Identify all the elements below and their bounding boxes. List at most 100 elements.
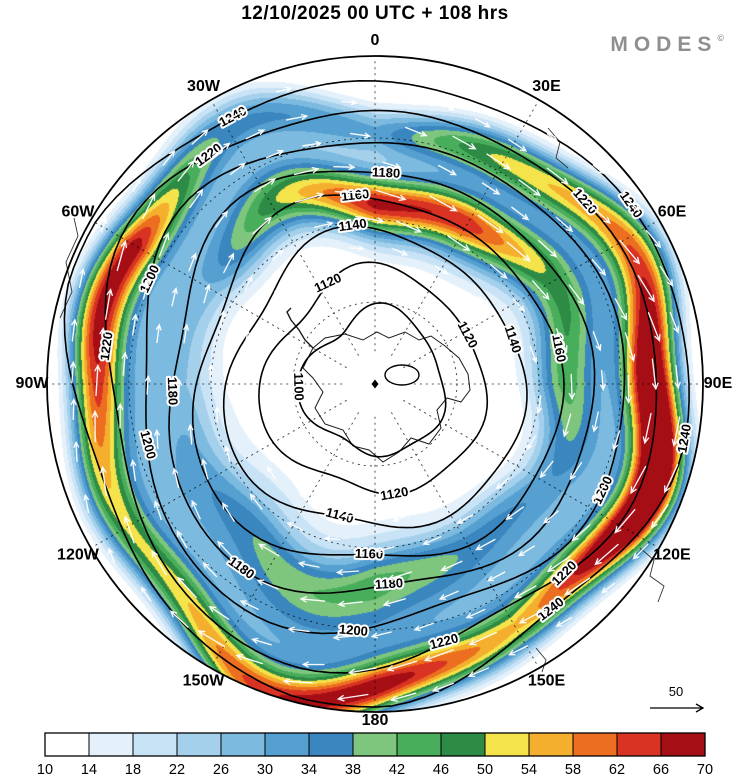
wind-arrow [513,585,537,599]
coastline-fragment [59,217,79,319]
wind-arrow [191,129,209,145]
height-contour [258,261,489,496]
longitude-label: 30E [532,78,561,95]
wind-arrow [632,543,649,560]
wind-arrow [536,395,542,415]
wind-arrow [642,412,652,445]
wind-arrow [298,492,312,501]
wind-arrow [532,280,550,301]
height-contour [168,170,596,594]
wind-arrow [614,298,628,321]
wind-arrow [473,465,484,475]
wind-arrow [527,435,536,451]
contour-label: 1180 [374,575,403,592]
contour-label: 1180 [372,164,401,180]
wind-arrow [99,465,107,497]
coastlines [59,127,665,673]
height-contours [63,80,690,708]
wind-arrow [487,571,506,582]
antarctica-coastline [302,331,471,463]
wind-arrow [431,682,454,692]
wind-arrow [674,364,681,390]
wind-arrow [314,221,334,228]
wind-arrow [176,530,188,549]
wind-arrow [336,693,369,702]
contour-label: 1120 [379,484,409,504]
wind-arrow [625,197,640,212]
wind-arrow [422,536,442,545]
wind-arrow [637,274,655,303]
wind-arrows [70,86,681,702]
wind-arrow [214,406,220,423]
wind-arrow [83,493,90,514]
height-contour [222,225,528,529]
wind-arrow [539,460,554,479]
wind-arrow [153,500,162,521]
wind-arrow [456,514,474,524]
wind-arrow [172,467,180,488]
wind-arrow [489,263,508,279]
wind-arrow [187,423,194,445]
wind-arrow [70,360,77,384]
wind-arrow [508,138,528,152]
latitude-gridline [210,219,540,549]
wind-arrow [386,660,418,672]
longitude-label: 150W [183,672,226,689]
colorbar-tick-label: 62 [609,762,625,778]
wind-arrow [208,363,214,381]
coastline-fragment [547,127,569,169]
wind-arrow [370,631,392,639]
wind-arrow [249,493,263,510]
wind-arrow [587,201,611,224]
wind-arrow [302,141,323,147]
wind-arrow [347,667,377,676]
wind-arrow [355,215,385,224]
wind-arrow [619,239,641,265]
wind-arrow [571,524,591,542]
wind-arrow [285,113,309,121]
wind-arrow [529,345,538,364]
antarctic-peninsula-coastline [286,307,314,349]
colorbar-tick-label: 66 [653,762,669,778]
meridian-gridline [403,400,658,548]
colorbar-frame [44,732,706,757]
colorbar-cell [220,732,266,757]
graticule [48,57,702,711]
longitude-label: 120E [653,547,691,564]
colorbar-cell [88,732,134,757]
wind-arrow [245,129,266,140]
colorbar-tick-label: 46 [433,762,449,778]
contour-label: 1220 [570,185,600,217]
colorbar-tick-label: 18 [125,762,141,778]
height-contour [297,302,447,458]
longitude-label: 0 [371,32,380,49]
wind-arrow [397,95,411,101]
wind-arrow [543,510,559,524]
wind-arrow [121,351,128,376]
wind-arrow [612,430,621,451]
longitude-label: 90W [16,375,50,392]
wind-arrow [568,373,576,401]
wind-arrow [382,161,402,169]
wind-arrow [429,498,442,505]
colorbar-cell [616,732,662,757]
wind-arrow [645,229,662,249]
wind-arrow [201,458,209,480]
wind-arrow [158,232,170,257]
wind-arrow [252,216,272,235]
wind-arrow [91,409,99,443]
height-contour [145,141,626,635]
longitude-label: 60E [658,204,687,221]
wind-arrow [244,275,253,291]
wind-arrow [151,549,167,576]
wind-arrow [203,283,211,304]
wind-arrow [131,313,138,336]
colorbar-tick-label: 34 [301,762,317,778]
contour-label: 1240 [674,423,694,454]
wind-arrow [508,645,528,656]
wind-arrow [275,86,293,93]
wind-arrow [215,210,229,228]
wind-arrow [477,214,504,234]
